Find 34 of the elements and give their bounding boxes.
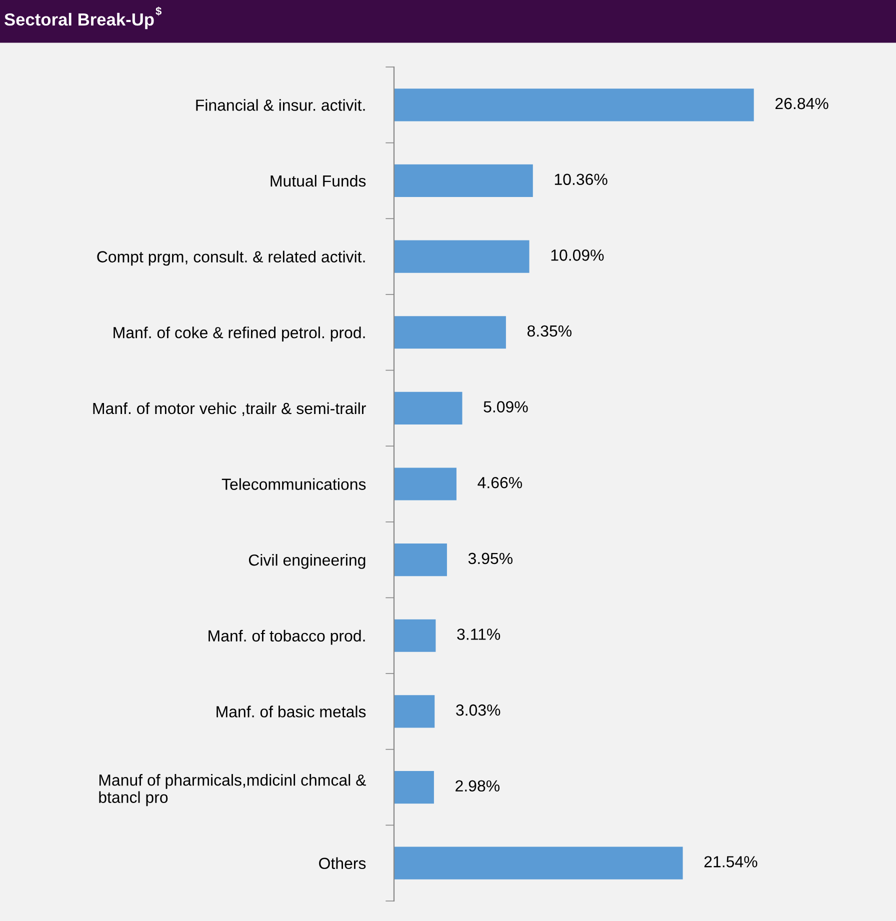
data-label: 10.36%: [554, 174, 608, 186]
bar: [394, 695, 435, 728]
bar: [394, 164, 533, 198]
data-label: 8.35%: [527, 325, 572, 337]
bar: [394, 770, 434, 804]
data-label: 2.98%: [456, 780, 500, 792]
bar: [394, 619, 436, 652]
data-label: 10.09%: [551, 250, 604, 261]
y-tick-label: Civil engineering: [248, 554, 366, 569]
y-tick-label: Others: [319, 857, 366, 870]
y-tick-label: Mutual Funds: [270, 174, 366, 187]
y-tick-label: Manf. of basic metals: [216, 706, 366, 718]
y-tick-label: Manf. of motor vehic ,trailr & semi-trailr: [93, 402, 366, 416]
y-tick-label: Financial & insur. activit.: [196, 99, 365, 111]
bar: [394, 468, 456, 500]
y-tick-label: Manf. of coke & refined petrol. prod.: [114, 326, 365, 342]
bar: [394, 392, 462, 424]
y-tick-label: Compt prgm, consult. & related activit.: [97, 250, 365, 266]
bar: [394, 88, 754, 122]
bar: [394, 240, 530, 273]
data-label: 3.03%: [456, 704, 500, 716]
data-label: 3.11%: [457, 628, 500, 640]
bar: [394, 846, 683, 880]
bar: [394, 544, 447, 576]
y-tick-label: Telecommunications: [222, 478, 366, 490]
text: Sectoral Break-Up$: [4, 6, 162, 30]
y-tick-label: Manf. of tobacco prod.: [208, 630, 365, 645]
data-label: 3.95%: [468, 552, 513, 564]
y-tick-label: Manuf of pharmicals,mdicinl chmcal & btancl pro: [99, 774, 366, 806]
data-label: 4.66%: [478, 476, 522, 488]
data-label: 5.09%: [484, 401, 528, 412]
data-label: 26.84%: [775, 98, 828, 110]
data-label: 21.54%: [704, 856, 758, 868]
bar: [394, 316, 506, 349]
